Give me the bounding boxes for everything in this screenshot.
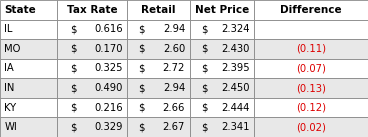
Bar bbox=[57, 78, 127, 98]
Text: 2.324: 2.324 bbox=[221, 24, 250, 34]
Text: 2.67: 2.67 bbox=[163, 122, 185, 132]
Bar bbox=[0, 59, 57, 78]
Text: $: $ bbox=[70, 83, 76, 93]
Text: $: $ bbox=[70, 64, 76, 73]
Text: 2.66: 2.66 bbox=[163, 103, 185, 113]
Bar bbox=[254, 0, 368, 20]
Text: $: $ bbox=[201, 122, 208, 132]
Text: 0.490: 0.490 bbox=[94, 83, 123, 93]
Text: $: $ bbox=[70, 103, 76, 113]
Text: (0.07): (0.07) bbox=[296, 64, 326, 73]
Text: $: $ bbox=[201, 24, 208, 34]
Text: 0.170: 0.170 bbox=[94, 44, 123, 54]
Bar bbox=[0, 78, 57, 98]
Text: 2.72: 2.72 bbox=[163, 64, 185, 73]
Bar bbox=[254, 78, 368, 98]
Bar bbox=[254, 117, 368, 137]
Text: IN: IN bbox=[4, 83, 15, 93]
Text: Retail: Retail bbox=[141, 5, 176, 15]
Text: $: $ bbox=[138, 24, 145, 34]
Text: $: $ bbox=[201, 83, 208, 93]
Text: Tax Rate: Tax Rate bbox=[67, 5, 117, 15]
Bar bbox=[127, 20, 190, 39]
Bar bbox=[254, 59, 368, 78]
Bar bbox=[0, 0, 57, 20]
Bar bbox=[127, 59, 190, 78]
Bar bbox=[57, 39, 127, 59]
Bar bbox=[190, 39, 254, 59]
Bar bbox=[127, 78, 190, 98]
Text: 2.94: 2.94 bbox=[163, 24, 185, 34]
Text: State: State bbox=[4, 5, 36, 15]
Text: $: $ bbox=[70, 44, 76, 54]
Text: $: $ bbox=[201, 64, 208, 73]
Text: 2.60: 2.60 bbox=[163, 44, 185, 54]
Text: Difference: Difference bbox=[280, 5, 342, 15]
Bar bbox=[190, 0, 254, 20]
Text: $: $ bbox=[138, 83, 145, 93]
Bar bbox=[57, 20, 127, 39]
Bar bbox=[57, 0, 127, 20]
Bar bbox=[57, 59, 127, 78]
Text: 0.329: 0.329 bbox=[94, 122, 123, 132]
Text: (0.12): (0.12) bbox=[296, 103, 326, 113]
Text: 0.325: 0.325 bbox=[94, 64, 123, 73]
Text: (0.02): (0.02) bbox=[296, 122, 326, 132]
Bar bbox=[190, 20, 254, 39]
Text: $: $ bbox=[70, 122, 76, 132]
Bar bbox=[254, 20, 368, 39]
Text: $: $ bbox=[138, 44, 145, 54]
Bar bbox=[254, 39, 368, 59]
Text: 2.450: 2.450 bbox=[221, 83, 250, 93]
Text: 2.94: 2.94 bbox=[163, 83, 185, 93]
Bar bbox=[57, 117, 127, 137]
Text: $: $ bbox=[138, 103, 145, 113]
Bar bbox=[0, 117, 57, 137]
Bar bbox=[190, 117, 254, 137]
Text: (0.11): (0.11) bbox=[296, 44, 326, 54]
Bar bbox=[190, 98, 254, 117]
Bar bbox=[127, 98, 190, 117]
Bar bbox=[190, 59, 254, 78]
Bar bbox=[0, 98, 57, 117]
Text: 2.444: 2.444 bbox=[221, 103, 250, 113]
Bar bbox=[190, 78, 254, 98]
Text: MO: MO bbox=[4, 44, 21, 54]
Bar bbox=[0, 20, 57, 39]
Text: IL: IL bbox=[4, 24, 13, 34]
Text: $: $ bbox=[138, 64, 145, 73]
Text: $: $ bbox=[201, 44, 208, 54]
Text: KY: KY bbox=[4, 103, 17, 113]
Text: 2.341: 2.341 bbox=[221, 122, 250, 132]
Text: 0.216: 0.216 bbox=[94, 103, 123, 113]
Text: $: $ bbox=[138, 122, 145, 132]
Text: $: $ bbox=[70, 24, 76, 34]
Text: $: $ bbox=[201, 103, 208, 113]
Text: IA: IA bbox=[4, 64, 14, 73]
Text: 0.616: 0.616 bbox=[94, 24, 123, 34]
Text: 2.395: 2.395 bbox=[221, 64, 250, 73]
Bar bbox=[254, 98, 368, 117]
Text: Net Price: Net Price bbox=[195, 5, 249, 15]
Text: (0.13): (0.13) bbox=[296, 83, 326, 93]
Bar bbox=[127, 0, 190, 20]
Text: WI: WI bbox=[4, 122, 17, 132]
Bar bbox=[57, 98, 127, 117]
Bar bbox=[0, 39, 57, 59]
Bar bbox=[127, 117, 190, 137]
Text: 2.430: 2.430 bbox=[221, 44, 250, 54]
Bar bbox=[127, 39, 190, 59]
